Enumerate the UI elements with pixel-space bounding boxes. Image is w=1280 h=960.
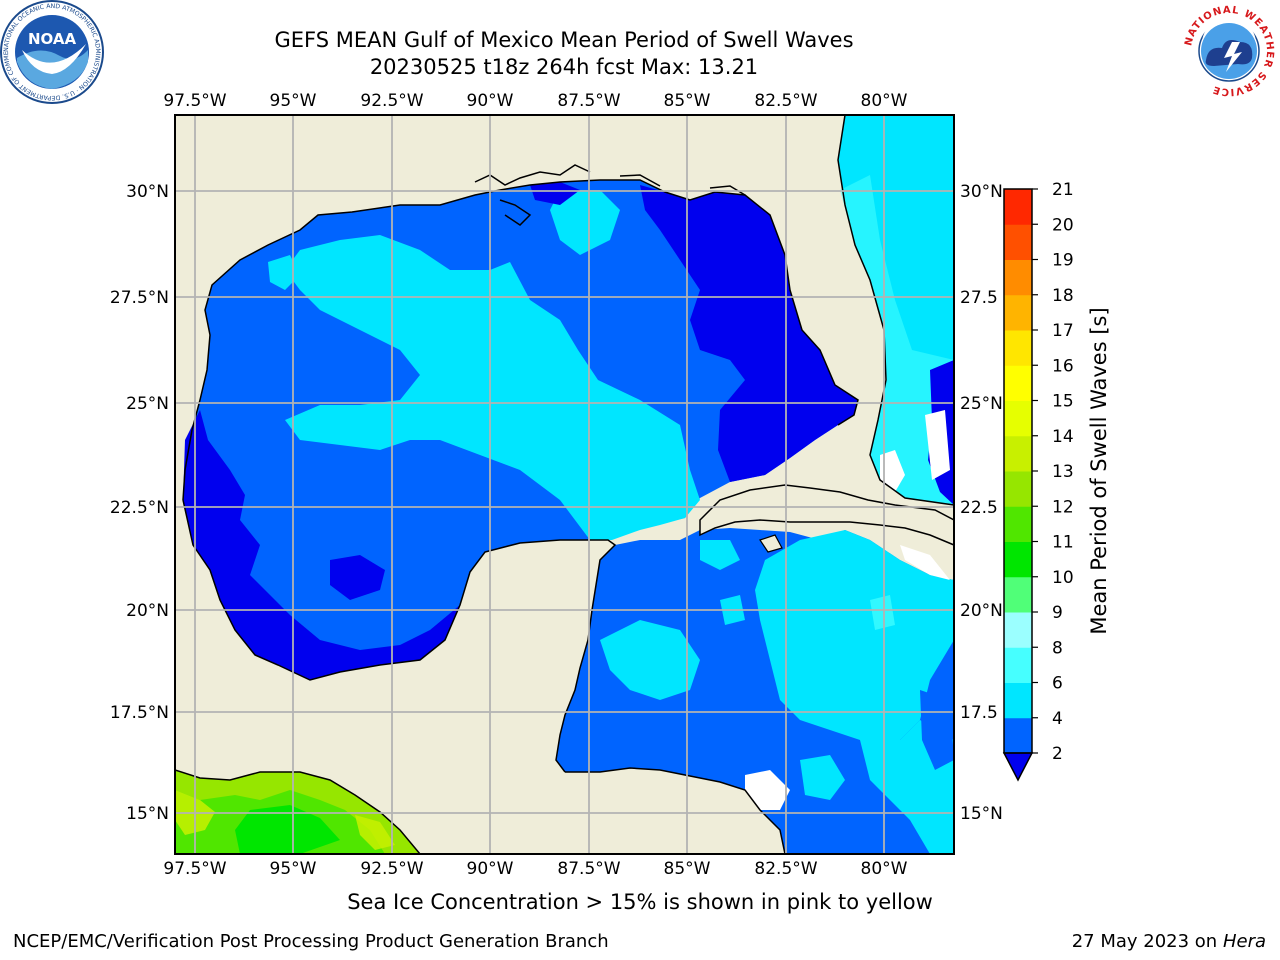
- colorbar-segment: [1004, 612, 1032, 648]
- lon-label-top: 97.5°W: [163, 91, 226, 111]
- colorbar-tick-label: 12: [1052, 497, 1074, 517]
- colorbar-tick-label: 19: [1052, 251, 1074, 271]
- colorbar-segment: [1004, 259, 1032, 296]
- colorbar-segment: [1004, 400, 1032, 437]
- colorbar-tick-label: 14: [1052, 427, 1074, 447]
- colorbar-segment: [1004, 682, 1032, 719]
- producer-credit: NCEP/EMC/Verification Post Processing Pr…: [13, 931, 609, 952]
- gulf-deep-east: [640, 185, 858, 482]
- graticule: [175, 115, 954, 854]
- colorbar-segment: [1004, 471, 1032, 507]
- colorbar-tick-label: 21: [1052, 180, 1074, 200]
- coastline: [175, 115, 954, 854]
- lat-label-right: 30°N: [960, 182, 1003, 202]
- colorbar-tick-label: 11: [1052, 533, 1074, 553]
- lon-label-bottom: 95°W: [270, 859, 317, 879]
- lat-label-left: 30°N: [126, 182, 169, 202]
- lon-label-top: 87.5°W: [557, 91, 620, 111]
- colorbar: 2 4 6 8 9 10 11 12 13 14 15 16 17 18 19 20 21: [1002, 180, 1074, 782]
- colorbar-segment: [1004, 294, 1032, 331]
- lon-label-bottom: 97.5°W: [163, 859, 226, 879]
- lon-label-bottom: 80°W: [861, 859, 908, 879]
- noaa-logo: NATIONAL OCEANIC AND ATMOSPHERIC ADMINIS…: [0, 0, 104, 104]
- lat-label-right: 20°N: [960, 601, 1003, 621]
- colorbar-tick-label: 10: [1052, 568, 1074, 588]
- cuba: [699, 484, 954, 546]
- colorbar-tick-label: 17: [1052, 321, 1074, 341]
- nws-logo: NATIONAL WEATHER SERVICE: [1182, 4, 1276, 98]
- colorbar-segment: [1004, 435, 1032, 472]
- colorbar-tick-label: 4: [1052, 709, 1063, 729]
- colorbar-tick-label: 15: [1052, 392, 1074, 412]
- colorbar-tick-label: 2: [1052, 744, 1063, 764]
- svg-text:NOAA: NOAA: [28, 30, 77, 48]
- lon-label-top: 95°W: [270, 91, 317, 111]
- sea-ice-note: Sea Ice Concentration > 15% is shown in …: [347, 890, 933, 914]
- colorbar-segment: [1004, 506, 1032, 542]
- colorbar-segment: [1004, 189, 1032, 225]
- lat-label-left: 25°N: [126, 394, 169, 414]
- lon-label-top: 90°W: [467, 91, 514, 111]
- colorbar-segment: [1004, 717, 1032, 754]
- lat-label-right: 27.5: [960, 288, 998, 308]
- machine-name: Hera: [1222, 931, 1266, 952]
- lon-label-top: 85°W: [664, 91, 711, 111]
- map-subtitle: 20230525 t18z 264h fcst Max: 13.21: [369, 55, 759, 79]
- lon-label-bottom: 82.5°W: [754, 859, 817, 879]
- lon-label-bottom: 92.5°W: [360, 859, 423, 879]
- lat-label-left: 22.5°N: [110, 498, 169, 518]
- map-frame: [174, 114, 955, 855]
- lat-label-right: 22.5: [960, 498, 998, 518]
- lon-label-bottom: 90°W: [467, 859, 514, 879]
- colorbar-tick-label: 9: [1052, 603, 1063, 623]
- map-title: GEFS MEAN Gulf of Mexico Mean Period of …: [274, 28, 854, 52]
- lon-label-top: 80°W: [861, 91, 908, 111]
- lat-label-left: 17.5°N: [110, 703, 169, 723]
- run-date-text: 27 May 2023 on: [1071, 931, 1218, 952]
- lat-label-right: 15°N: [960, 804, 1003, 824]
- colorbar-segment: [1004, 365, 1032, 401]
- lat-label-left: 15°N: [126, 804, 169, 824]
- colorbar-tick-label: 16: [1052, 356, 1074, 376]
- gulf-deep-west: [183, 410, 460, 680]
- lat-label-left: 27.5°N: [110, 288, 169, 308]
- colorbar-segment: [1004, 541, 1032, 578]
- colorbar-tick-label: 18: [1052, 286, 1074, 306]
- colorbar-segment: [1004, 330, 1032, 366]
- lon-label-bottom: 85°W: [664, 859, 711, 879]
- lat-label-right: 17.5: [960, 703, 998, 723]
- colorbar-tick-label: 6: [1052, 674, 1063, 694]
- run-date: 27 May 2023 on Hera: [1072, 931, 1266, 952]
- colorbar-segment: [1004, 576, 1032, 613]
- lon-label-top: 92.5°W: [360, 91, 423, 111]
- lat-label-left: 20°N: [126, 601, 169, 621]
- colorbar-tick-label: 13: [1052, 462, 1074, 482]
- lon-label-bottom: 87.5°W: [557, 859, 620, 879]
- colorbar-segment: [1004, 647, 1032, 683]
- colorbar-segment: [1004, 224, 1032, 260]
- colorbar-tick-label: 8: [1052, 638, 1063, 658]
- colorbar-label: Mean Period of Swell Waves [s]: [1087, 307, 1111, 634]
- lat-label-right: 25°N: [960, 394, 1003, 414]
- lon-label-top: 82.5°W: [754, 91, 817, 111]
- colorbar-tick-label: 20: [1052, 215, 1074, 235]
- colorbar-extend-triangle: [1002, 752, 1034, 782]
